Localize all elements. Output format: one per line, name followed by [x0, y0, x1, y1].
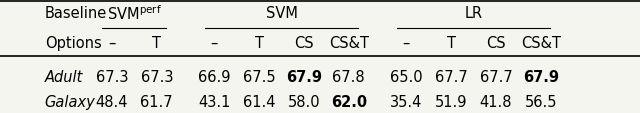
Text: CS&T: CS&T: [329, 35, 369, 50]
Text: 62.0: 62.0: [331, 94, 367, 109]
Text: CS: CS: [486, 35, 506, 50]
Text: 43.1: 43.1: [198, 94, 230, 109]
Text: Options: Options: [45, 35, 102, 50]
Text: 61.7: 61.7: [141, 94, 173, 109]
Text: 67.3: 67.3: [141, 69, 173, 84]
Text: Galaxy: Galaxy: [45, 94, 95, 109]
Text: SVM$^{\mathrm{perf}}$: SVM$^{\mathrm{perf}}$: [107, 4, 162, 23]
Text: T: T: [447, 35, 456, 50]
Text: 67.9: 67.9: [523, 69, 559, 84]
Text: 67.8: 67.8: [333, 69, 365, 84]
Text: 35.4: 35.4: [390, 94, 422, 109]
Text: Adult: Adult: [45, 69, 83, 84]
Text: 67.7: 67.7: [435, 69, 468, 84]
Text: T: T: [152, 35, 161, 50]
Text: T: T: [255, 35, 264, 50]
Text: 67.3: 67.3: [96, 69, 128, 84]
Text: 65.0: 65.0: [390, 69, 422, 84]
Text: 67.9: 67.9: [286, 69, 322, 84]
Text: CS&T: CS&T: [521, 35, 561, 50]
Text: 66.9: 66.9: [198, 69, 230, 84]
Text: Baseline: Baseline: [45, 6, 107, 21]
Text: 51.9: 51.9: [435, 94, 467, 109]
Text: CS: CS: [294, 35, 314, 50]
Text: 61.4: 61.4: [243, 94, 275, 109]
Text: LR: LR: [465, 6, 483, 21]
Text: 67.7: 67.7: [479, 69, 513, 84]
Text: –: –: [108, 35, 116, 50]
Text: –: –: [403, 35, 410, 50]
Text: 48.4: 48.4: [96, 94, 128, 109]
Text: 67.5: 67.5: [243, 69, 275, 84]
Text: 56.5: 56.5: [525, 94, 557, 109]
Text: –: –: [211, 35, 218, 50]
Text: SVM: SVM: [266, 6, 298, 21]
Text: 58.0: 58.0: [288, 94, 320, 109]
Text: 41.8: 41.8: [480, 94, 512, 109]
